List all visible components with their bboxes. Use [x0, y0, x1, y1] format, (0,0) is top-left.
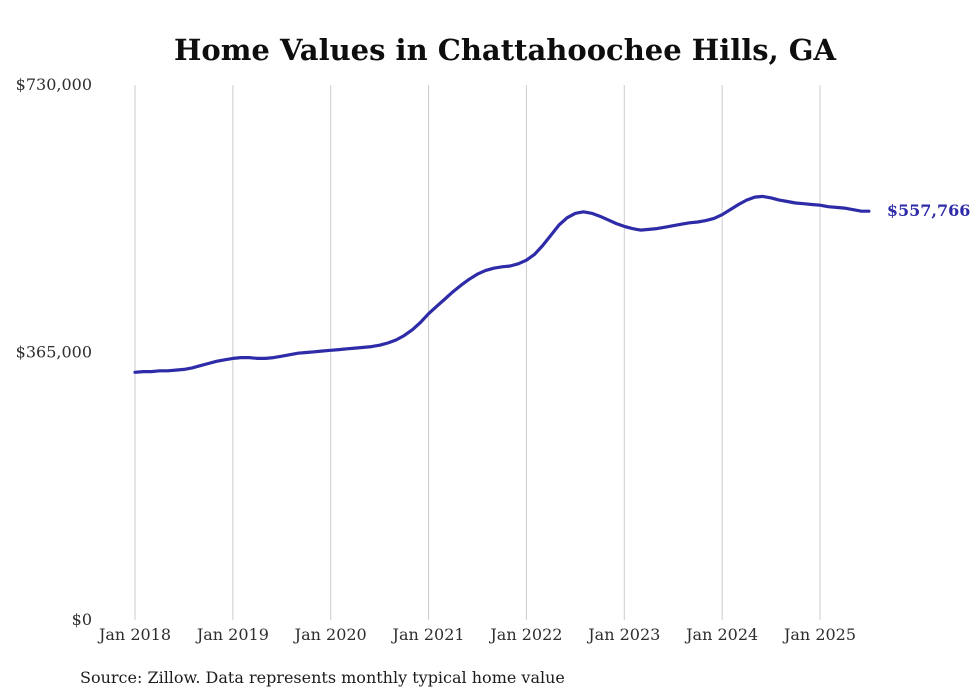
- x-axis-tick-label: Jan 2022: [488, 625, 562, 644]
- chart-title: Home Values in Chattahoochee Hills, GA: [174, 33, 837, 67]
- x-axis-tick-labels: Jan 2018 Jan 2019 Jan 2020 Jan 2021 Jan 2022…: [97, 625, 856, 644]
- latest-value-label: $557,766: [887, 201, 971, 220]
- home-value-series-line: [133, 194, 871, 374]
- x-axis-tick-label: Jan 2023: [586, 625, 660, 644]
- year-gridlines: [134, 85, 821, 620]
- x-axis-tick-label: Jan 2025: [782, 625, 856, 644]
- y-axis-tick-label: $0: [72, 610, 92, 629]
- y-axis-tick-label: $730,000: [16, 75, 92, 94]
- x-axis-tick-label: Jan 2021: [391, 625, 465, 644]
- y-axis-tick-label: $365,000: [16, 343, 92, 362]
- x-axis-tick-label: Jan 2019: [195, 625, 269, 644]
- y-axis-tick-labels: $0 $365,000 $730,000: [16, 75, 92, 629]
- x-axis-tick-label: Jan 2024: [684, 625, 758, 644]
- source-note: Source: Zillow. Data represents monthly …: [80, 668, 565, 687]
- x-axis-tick-label: Jan 2018: [97, 625, 171, 644]
- x-axis-tick-label: Jan 2020: [293, 625, 367, 644]
